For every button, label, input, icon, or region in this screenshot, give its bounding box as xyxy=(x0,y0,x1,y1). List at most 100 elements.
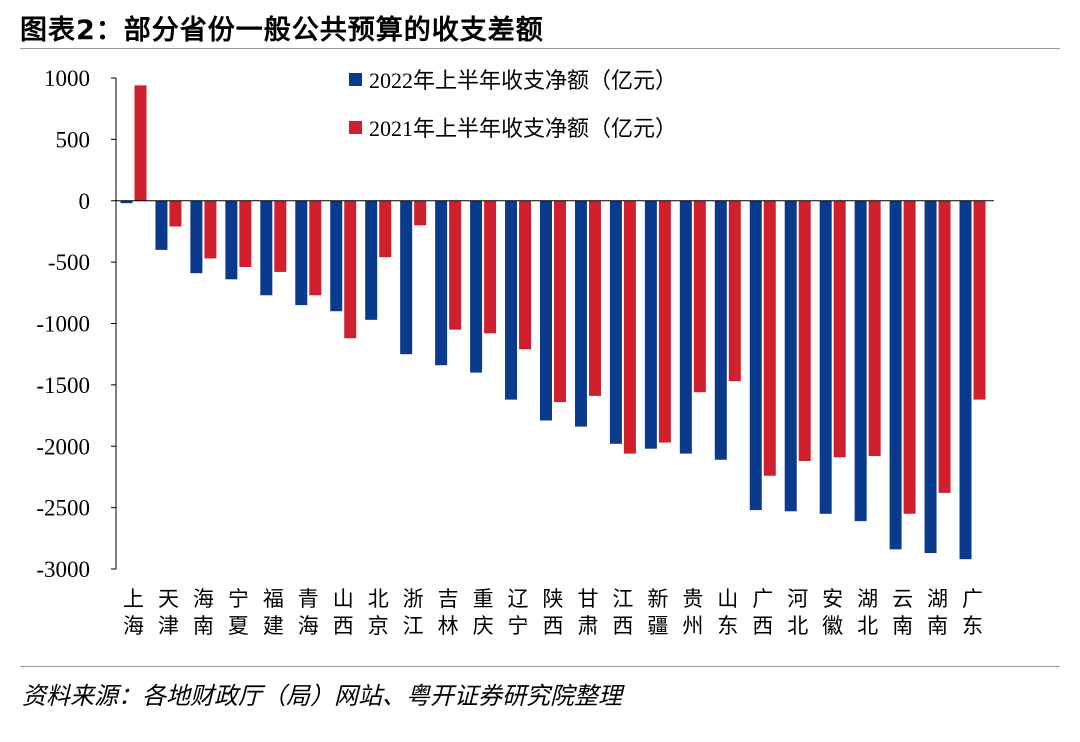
bar-2021 xyxy=(169,200,182,227)
category-label-bottom: 夏 xyxy=(228,614,249,638)
bar-2021 xyxy=(414,200,427,226)
bar-2022 xyxy=(609,200,622,444)
category-label-bottom: 北 xyxy=(787,614,808,638)
figure-title: 图表2：部分省份一般公共预算的收支差额 xyxy=(20,15,544,46)
bar-2021 xyxy=(763,200,776,476)
legend: 2022年上半年收支净额（亿元） 2021年上半年收支净额（亿元） xyxy=(349,68,677,141)
bar-2022 xyxy=(225,200,238,280)
bar-2021 xyxy=(484,200,497,334)
legend-label: 2021年上半年收支净额（亿元） xyxy=(369,116,677,141)
category-label-bottom: 西 xyxy=(543,614,564,638)
category-label-top: 湖 xyxy=(857,587,878,611)
bar-2022 xyxy=(190,200,203,274)
category-label-bottom: 疆 xyxy=(647,614,668,638)
category-label-bottom: 东 xyxy=(717,614,738,638)
category-label-top: 江 xyxy=(612,587,633,611)
bar-2022 xyxy=(540,200,552,421)
bar-2021 xyxy=(693,200,706,393)
category-label-bottom: 北 xyxy=(857,614,878,638)
legend-label: 2022年上半年收支净额（亿元） xyxy=(369,68,677,93)
bar-2022 xyxy=(959,200,972,560)
bar-2021 xyxy=(519,200,532,350)
category-label-top: 安 xyxy=(822,587,843,611)
category-label-top: 新 xyxy=(647,587,668,611)
y-tick-label: -1000 xyxy=(36,312,90,337)
category-label-bottom: 南 xyxy=(927,614,948,638)
category-label-top: 广 xyxy=(962,587,983,611)
category-label-bottom: 肃 xyxy=(577,614,598,638)
category-label-top: 辽 xyxy=(508,587,529,611)
category-label-bottom: 津 xyxy=(158,614,179,638)
category-label-top: 湖 xyxy=(927,587,948,611)
category-label-bottom: 林 xyxy=(438,614,459,638)
category-label-bottom: 宁 xyxy=(508,614,529,638)
category-label-top: 广 xyxy=(752,587,773,611)
bar-2021 xyxy=(973,200,986,400)
bar-2022 xyxy=(365,200,378,320)
bar-2022 xyxy=(889,200,902,550)
bar-2022 xyxy=(749,200,762,511)
bar-2022 xyxy=(505,200,518,400)
category-label-top: 重 xyxy=(473,587,494,611)
bar-2021 xyxy=(798,200,811,461)
bar-2021 xyxy=(588,200,601,396)
category-label-top: 陕 xyxy=(543,587,564,611)
category-label-top: 福 xyxy=(263,587,284,611)
top-divider xyxy=(20,48,1060,49)
bar-2022 xyxy=(679,200,692,454)
bar-2022 xyxy=(435,200,448,366)
y-tick-label: -1500 xyxy=(36,373,90,398)
bar-2022 xyxy=(260,200,273,296)
category-label-bottom: 州 xyxy=(682,614,703,638)
y-tick-label: 500 xyxy=(56,127,91,152)
bar-2021 xyxy=(554,200,566,403)
y-tick-label: -3000 xyxy=(36,557,90,582)
bar-2022 xyxy=(784,200,797,512)
x-axis: 上海天津海南宁夏福建青海山西北京浙江吉林重庆辽宁陕西甘肃江西新疆贵州山东广西河北… xyxy=(116,200,994,638)
category-label-top: 海 xyxy=(193,587,214,611)
y-tick-label: 0 xyxy=(79,189,91,214)
bar-2022 xyxy=(330,200,343,312)
category-label-top: 青 xyxy=(298,587,319,611)
category-label-bottom: 西 xyxy=(612,614,633,638)
category-label-top: 北 xyxy=(368,587,389,611)
bar-2021 xyxy=(938,200,951,493)
legend-swatch xyxy=(349,73,362,86)
category-label-bottom: 南 xyxy=(892,614,913,638)
legend-swatch xyxy=(349,121,362,134)
bar-2021 xyxy=(274,200,287,272)
bars xyxy=(120,85,986,560)
category-label-bottom: 海 xyxy=(298,614,319,638)
category-label-top: 云 xyxy=(892,587,913,611)
category-label-bottom: 西 xyxy=(333,614,354,638)
category-label-bottom: 庆 xyxy=(473,614,494,638)
bar-2022 xyxy=(120,200,133,204)
category-label-top: 天 xyxy=(158,587,179,611)
category-label-top: 宁 xyxy=(228,587,249,611)
bar-2021 xyxy=(728,200,741,382)
bar-2021 xyxy=(903,200,916,514)
category-label-top: 吉 xyxy=(438,587,459,611)
category-label-bottom: 京 xyxy=(368,614,389,638)
bottom-divider xyxy=(20,666,1060,667)
bar-2022 xyxy=(644,200,657,449)
category-label-top: 河 xyxy=(787,587,808,611)
category-label-bottom: 西 xyxy=(752,614,773,638)
bar-2022 xyxy=(819,200,832,514)
bar-2022 xyxy=(400,200,413,355)
y-tick-label: -2000 xyxy=(36,434,90,459)
bar-2022 xyxy=(155,200,168,250)
category-label-bottom: 江 xyxy=(403,614,424,638)
bar-2022 xyxy=(470,200,483,373)
category-label-top: 甘 xyxy=(577,587,598,611)
source-note: 资料来源：各地财政厅（局）网站、粤开证券研究院整理 xyxy=(22,682,622,710)
category-label-top: 浙 xyxy=(403,587,424,611)
category-label-bottom: 南 xyxy=(193,614,214,638)
bar-2022 xyxy=(924,200,937,554)
category-label-bottom: 徽 xyxy=(822,614,843,638)
bar-2021 xyxy=(449,200,462,330)
bar-2022 xyxy=(854,200,867,522)
category-label-bottom: 东 xyxy=(962,614,983,638)
y-tick-label: 1000 xyxy=(44,66,90,91)
